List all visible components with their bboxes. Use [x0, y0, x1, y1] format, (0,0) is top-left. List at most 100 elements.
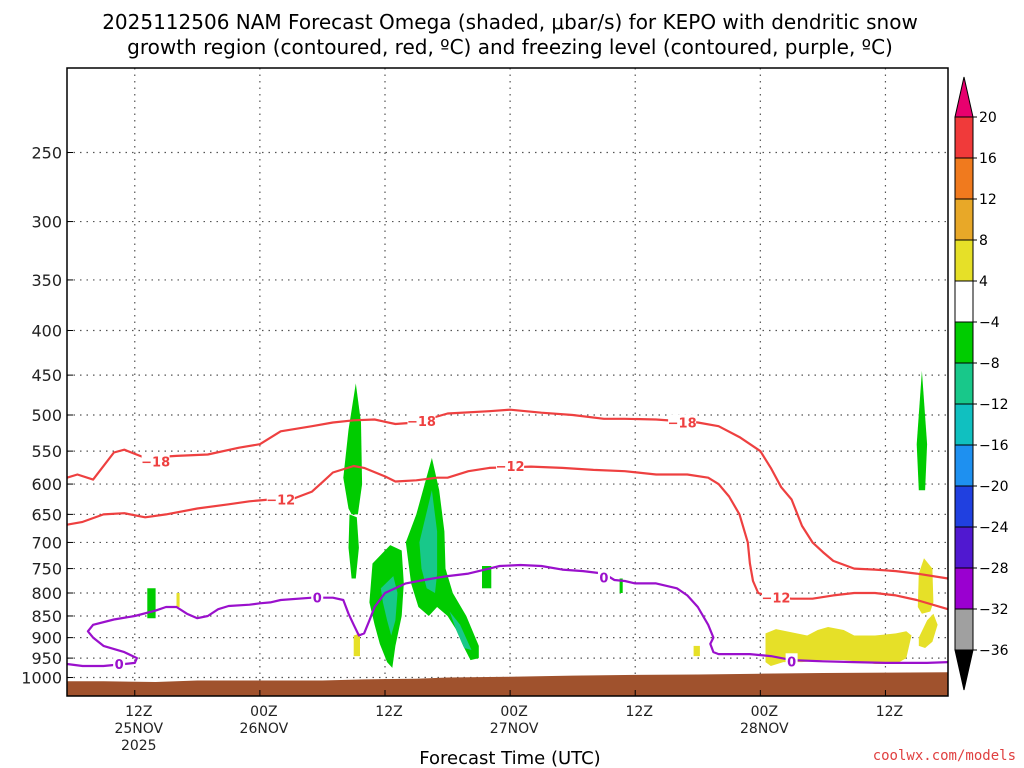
omega-shading [147, 370, 938, 668]
omega-region-4 [405, 457, 479, 661]
x-tick-line2-42: 27NOV [490, 721, 539, 737]
contour-label-bg-8 [785, 653, 798, 669]
omega-region-15 [917, 558, 934, 614]
plot-frame [66, 67, 949, 697]
colorbar-segment-6 [954, 321, 974, 364]
colorbar-top-arrow [954, 76, 974, 118]
colorbar-segment-11 [954, 526, 974, 569]
x-tick-line2-66: 28NOV [740, 721, 789, 737]
y-tick-label-250: 250 [31, 144, 62, 163]
omega-region-7 [482, 566, 492, 589]
omega-region-13 [693, 645, 700, 657]
colorbar-label-0: 20 [979, 110, 997, 126]
gridlines [67, 68, 948, 696]
y-tick-label-1000: 1000 [21, 669, 62, 688]
omega-region-6 [449, 611, 472, 650]
omega-region-11 [176, 593, 180, 607]
colorbar-segment-4 [954, 239, 974, 282]
colorbar-segment-7 [954, 362, 974, 405]
omega-region-1 [348, 514, 359, 579]
colorbar: 20 16 12 8 4 −4 −8 −12 −16 −20 −24 −28 −32 −36 [954, 76, 1009, 691]
omega-region-9 [619, 578, 623, 593]
y-tick-label-550: 550 [31, 442, 62, 461]
colorbar-segment-5 [954, 280, 974, 323]
y-tick-label-800: 800 [31, 584, 62, 603]
contour-label-bg-7 [597, 569, 610, 585]
colorbar-label-1: 16 [979, 151, 997, 167]
y-tick-label-750: 750 [31, 560, 62, 579]
x-tick-line1-78: 12Z [876, 704, 903, 720]
colorbar-segment-12 [954, 567, 974, 610]
y-tick-label-500: 500 [31, 406, 62, 425]
contour-label-2: −18 [668, 417, 697, 432]
contour-label-6: 0 [313, 592, 322, 607]
y-tick-label-900: 900 [31, 629, 62, 648]
contour-label-8: 0 [787, 655, 796, 670]
omega-region-0 [343, 383, 363, 515]
contour-label-bg-6 [311, 589, 324, 605]
freezing-level-contour [66, 563, 949, 668]
y-tick-label-950: 950 [31, 649, 62, 668]
colorbar-segment-1 [954, 116, 974, 159]
colorbar-label-4: 4 [979, 274, 988, 290]
x-tick-line1-18: 00Z [250, 704, 277, 720]
contour-label-4: −12 [496, 460, 525, 475]
colorbar-segment-2 [954, 157, 974, 200]
x-tick-line2-6: 25NOV [114, 721, 163, 737]
colorbar-segment-10 [954, 485, 974, 528]
colorbar-label-5: −4 [979, 315, 1000, 331]
omega-region-16 [918, 613, 938, 648]
contour-label-bg-3 [266, 491, 295, 507]
colorbar-segment-3 [954, 198, 974, 241]
dgz-top-contour [66, 408, 949, 580]
contour-label-1: −18 [407, 415, 436, 430]
colorbar-label-7: −12 [979, 397, 1009, 413]
x-tick-line1-42: 00Z [500, 704, 527, 720]
x-tick-line2-18: 26NOV [240, 721, 289, 737]
contour-label-0: −18 [141, 455, 170, 470]
colorbar-segment-8 [954, 403, 974, 446]
omega-region-5 [419, 490, 438, 593]
colorbar-segment-13 [954, 608, 974, 651]
x-tick-line1-6: 12Z [125, 704, 152, 720]
colorbar-label-10: −24 [979, 520, 1009, 536]
contour-label-bg-1 [407, 413, 436, 429]
omega-region-14 [765, 627, 912, 666]
x-tick-line1-30: 12Z [375, 704, 402, 720]
chart-title-line2: growth region (contoured, red, ºC) and f… [127, 35, 893, 59]
x-tick-line1-54: 12Z [626, 704, 653, 720]
y-tick-label-650: 650 [31, 505, 62, 524]
dgz-bottom-contour [66, 464, 949, 611]
colorbar-label-8: −16 [979, 438, 1009, 454]
colorbar-label-13: −36 [979, 643, 1009, 659]
y-tick-label-350: 350 [31, 271, 62, 290]
terrain-layer [67, 672, 948, 696]
omega-region-12 [353, 633, 360, 657]
omega-region-10 [916, 370, 928, 491]
y-tick-label-300: 300 [31, 213, 62, 232]
colorbar-bottom-arrow [954, 649, 974, 691]
x-tick-line1-66: 00Z [751, 704, 778, 720]
contour-labels: −18 −18 −18 −12 −12 −12 0 0 0 0 [113, 413, 798, 673]
colorbar-label-11: −28 [979, 561, 1009, 577]
colorbar-label-3: 8 [979, 233, 988, 249]
colorbar-segment-9 [954, 444, 974, 487]
terrain-fill [67, 672, 948, 696]
y-axis-ticks: 250 300 350 400 450 500 550 600 650 700 750 800 850 9… [21, 144, 73, 688]
credit-text: coolwx.com/models [873, 748, 1016, 764]
x-axis-title: Forecast Time (UTC) [419, 748, 600, 768]
contour-label-7: 0 [599, 572, 608, 587]
contour-label-9: 0 [115, 658, 124, 673]
colorbar-label-9: −20 [979, 479, 1009, 495]
y-tick-label-700: 700 [31, 533, 62, 552]
colorbar-label-12: −32 [979, 602, 1009, 618]
omega-region-3 [380, 576, 398, 636]
contour-label-bg-0 [141, 453, 170, 469]
contour-label-3: −12 [266, 494, 295, 509]
y-tick-label-450: 450 [31, 366, 62, 385]
y-tick-label-400: 400 [31, 322, 62, 341]
y-tick-label-850: 850 [31, 607, 62, 626]
y-tick-label-600: 600 [31, 475, 62, 494]
